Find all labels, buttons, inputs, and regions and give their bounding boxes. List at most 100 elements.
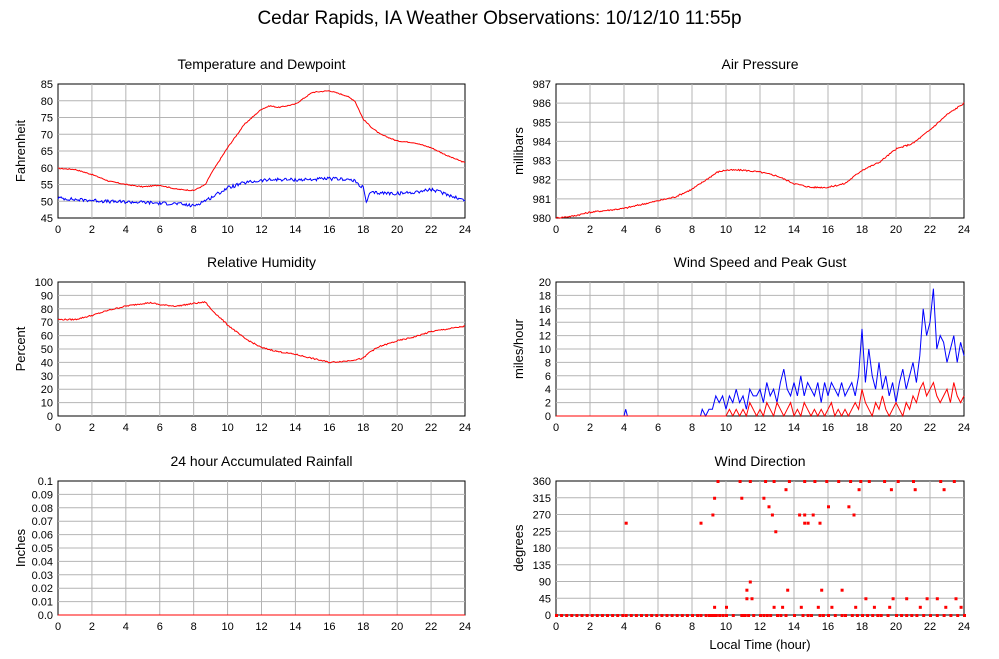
data-point	[704, 614, 708, 617]
x-tick-label: 4	[621, 621, 627, 633]
y-tick-label: 85	[41, 79, 53, 91]
x-tick-label: 10	[221, 422, 233, 434]
x-tick-label: 12	[754, 422, 766, 434]
y-axis-label: Fahrenheit	[13, 120, 28, 183]
data-point	[861, 614, 864, 617]
data-point	[867, 480, 871, 483]
x-tick-label: 18	[856, 224, 868, 236]
data-point	[821, 614, 825, 617]
y-tick-label: 0	[545, 411, 551, 423]
y-tick-label: 50	[41, 196, 53, 208]
data-point	[699, 614, 703, 617]
data-point	[762, 496, 766, 500]
x-tick-label: 12	[255, 621, 267, 633]
data-point	[883, 480, 887, 483]
x-tick-label: 20	[890, 621, 902, 633]
y-tick-label: 6	[545, 371, 551, 383]
data-point	[595, 614, 599, 617]
data-point	[650, 614, 654, 617]
x-tick-label: 10	[720, 422, 732, 434]
data-point	[798, 513, 802, 517]
y-tick-label: 0.08	[32, 503, 53, 515]
data-point	[844, 614, 847, 617]
x-tick-label: 6	[655, 621, 661, 633]
data-point	[713, 614, 717, 617]
data-point	[784, 614, 788, 617]
data-point	[590, 614, 594, 617]
data-point	[611, 614, 615, 617]
data-point	[850, 614, 854, 617]
data-point	[774, 530, 778, 534]
data-point	[900, 614, 904, 617]
x-tick-label: 6	[157, 621, 163, 633]
y-tick-label: 40	[41, 357, 53, 369]
data-point	[606, 614, 609, 617]
y-tick-label: 65	[41, 146, 53, 158]
data-point	[784, 488, 788, 492]
y-tick-label: 70	[41, 317, 53, 329]
data-point	[759, 614, 762, 617]
data-point	[645, 614, 649, 617]
chart-title: Air Pressure	[721, 56, 798, 72]
x-tick-label: 18	[357, 621, 369, 633]
data-point	[889, 488, 893, 492]
x-tick-label: 10	[720, 621, 732, 633]
x-tick-label: 24	[958, 224, 970, 236]
page-title: Cedar Rapids, IA Weather Observations: 1…	[257, 8, 742, 29]
data-point	[565, 614, 569, 617]
x-tick-label: 4	[123, 621, 129, 633]
data-point	[855, 614, 859, 617]
data-point	[711, 513, 715, 517]
x-tick-label: 2	[587, 422, 593, 434]
y-tick-label: 980	[533, 213, 551, 225]
data-point	[714, 614, 718, 617]
data-point	[585, 614, 589, 617]
y-axis-label: degrees	[511, 524, 526, 571]
data-point	[621, 614, 625, 617]
data-point	[781, 605, 785, 609]
x-tick-label: 24	[459, 621, 471, 633]
x-tick-label: 22	[425, 621, 437, 633]
x-tick-label: 12	[754, 224, 766, 236]
data-point	[580, 614, 584, 617]
data-point	[959, 605, 963, 609]
y-tick-label: 20	[41, 384, 53, 396]
data-point	[624, 521, 628, 525]
y-tick-label: 0.01	[32, 597, 53, 609]
x-tick-label: 16	[323, 621, 335, 633]
data-point	[818, 521, 822, 525]
y-tick-label: 315	[533, 493, 551, 505]
y-tick-label: 55	[41, 180, 53, 192]
y-tick-label: 0.06	[32, 530, 53, 542]
data-point	[963, 614, 966, 617]
data-point	[765, 614, 769, 617]
y-tick-label: 18	[539, 290, 551, 302]
data-point	[743, 614, 747, 617]
x-tick-label: 10	[221, 224, 233, 236]
data-point	[675, 614, 679, 617]
x-tick-label: 22	[924, 621, 936, 633]
data-point	[857, 488, 861, 492]
data-point	[616, 614, 620, 617]
y-tick-label: 10	[41, 398, 53, 410]
y-tick-label: 45	[539, 593, 551, 605]
data-point	[827, 505, 830, 509]
y-tick-label: 8	[545, 357, 551, 369]
data-point	[949, 614, 953, 617]
y-axis-label: millibars	[511, 127, 526, 175]
x-tick-label: 14	[788, 621, 800, 633]
data-point	[806, 614, 810, 617]
data-point	[709, 614, 713, 617]
x-tick-label: 22	[425, 224, 437, 236]
y-tick-label: 2	[545, 398, 551, 410]
y-tick-label: 986	[533, 98, 551, 110]
chart-title: Relative Humidity	[207, 254, 316, 270]
data-point	[942, 488, 946, 492]
x-tick-label: 20	[890, 422, 902, 434]
x-tick-label: 24	[958, 621, 970, 633]
x-tick-label: 22	[425, 422, 437, 434]
data-point	[660, 614, 664, 617]
